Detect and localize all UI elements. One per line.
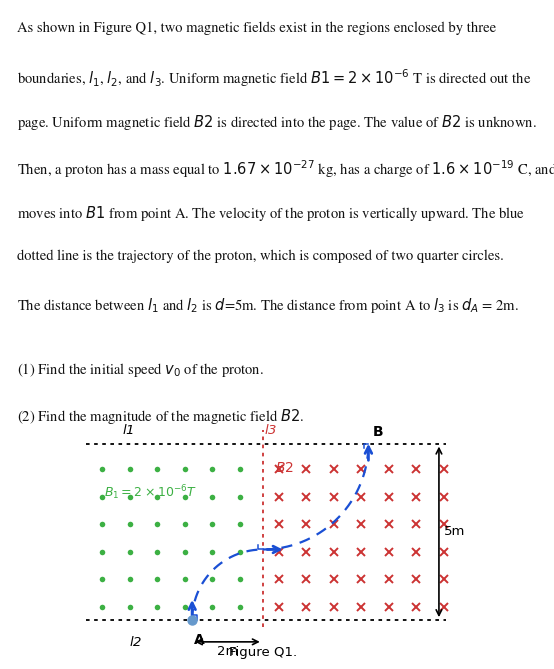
Text: Then, a proton has a mass equal to $1.67\times10^{-27}$ kg, has a charge of $1.6: Then, a proton has a mass equal to $1.67… (17, 159, 554, 180)
Text: Figure Q1.: Figure Q1. (229, 646, 297, 659)
Text: page. Uniform magnetic field $B2$ is directed into the page. The value of $B2$ i: page. Uniform magnetic field $B2$ is dir… (17, 112, 536, 132)
Text: $B2$: $B2$ (275, 462, 294, 476)
Text: $l$1: $l$1 (122, 423, 134, 438)
Text: boundaries, $l_1$, $l_2$, and $l_3$. Uniform magnetic field $B1=2\times10^{-6}$ : boundaries, $l_1$, $l_2$, and $l_3$. Uni… (17, 67, 531, 88)
Text: (2) Find the magnitude of the magnetic field $B2$.: (2) Find the magnitude of the magnetic f… (17, 407, 304, 426)
Text: A: A (194, 634, 204, 648)
Text: B: B (373, 425, 383, 440)
Text: (1) Find the initial speed $v_0$ of the proton.: (1) Find the initial speed $v_0$ of the … (17, 361, 264, 379)
Text: 2m: 2m (217, 645, 238, 658)
Text: 5m: 5m (444, 525, 465, 539)
Text: $l$2: $l$2 (129, 635, 142, 649)
Text: dotted line is the trajectory of the proton, which is composed of two quarter ci: dotted line is the trajectory of the pro… (17, 250, 504, 264)
Text: The distance between $l_1$ and $l_2$ is $d$=5m. The distance from point A to $l_: The distance between $l_1$ and $l_2$ is … (17, 296, 519, 315)
Text: $B_1=2\times10^{-6}$T: $B_1=2\times10^{-6}$T (104, 484, 197, 502)
Text: As shown in Figure Q1, two magnetic fields exist in the regions enclosed by thre: As shown in Figure Q1, two magnetic fiel… (17, 21, 496, 35)
Text: $l$3: $l$3 (264, 423, 278, 438)
Text: moves into $B1$ from point A. The velocity of the proton is vertically upward. T: moves into $B1$ from point A. The veloci… (17, 204, 525, 223)
